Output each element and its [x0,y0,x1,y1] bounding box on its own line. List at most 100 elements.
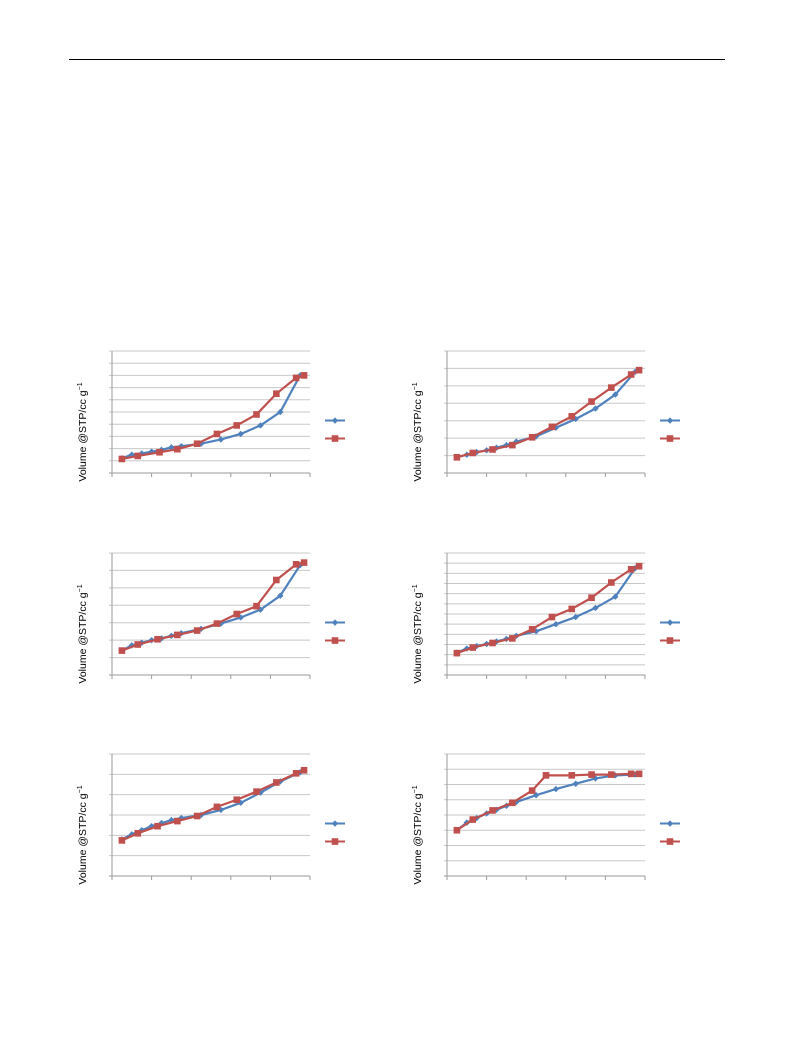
data-point [118,647,126,654]
data-point [213,620,221,627]
legend-key-marker [666,619,674,626]
isotherm-chart-4: Volume @STP/cc g−1 [412,552,680,684]
data-point [300,372,308,379]
data-point [118,455,126,463]
data-point [292,374,300,382]
legend-key-marker [331,820,339,827]
data-point [257,422,264,429]
data-point [592,405,599,412]
data-point [489,807,496,814]
data-point [233,610,241,618]
data-point [469,816,477,823]
data-point [588,771,595,778]
data-point [174,445,181,453]
data-point [273,779,280,786]
data-point [134,452,142,460]
series-line [456,772,640,832]
data-point [217,436,225,443]
data-point [253,602,260,610]
isotherm-chart-1: Volume @STP/cc g−1 [77,350,345,482]
gridlines [109,552,310,676]
data-point [608,771,615,778]
y-axis-label-superscript: −1 [412,382,419,390]
data-point [528,787,536,794]
data-point [193,440,201,448]
series-line [456,773,636,832]
data-point [154,822,161,830]
data-point [528,433,536,441]
gridlines [109,753,310,877]
data-point [300,766,308,774]
data-point [608,384,615,391]
data-point [193,627,201,634]
header-rule [69,59,725,60]
data-point [148,448,155,455]
data-point [592,775,599,782]
series-2 [453,562,643,657]
y-axis-label: Volume @STP/cc g−1 [412,785,424,884]
y-axis-label-superscript: −1 [77,382,84,390]
isotherm-chart-2: Volume @STP/cc g−1 [412,350,680,482]
isotherm-chart-5: Volume @STP/cc g−1 [77,753,345,885]
data-point [542,772,550,779]
data-point [453,649,461,657]
series-2 [453,366,643,461]
gridlines [444,753,645,877]
data-point [627,371,635,378]
series-line [456,369,640,459]
legend [660,619,680,644]
data-point [277,408,284,416]
series-2 [453,770,643,834]
data-point [509,799,516,807]
data-point [592,604,599,612]
series-line [121,561,305,652]
data-point [572,780,579,787]
data-point [513,438,520,445]
legend [660,417,680,442]
series-1 [453,771,639,834]
data-point [612,593,619,600]
data-point [469,644,477,651]
data-point [253,788,260,795]
data-point [635,770,643,778]
y-axis-label: Volume @STP/cc g−1 [412,382,424,481]
legend-key-marker [666,637,674,644]
data-point [273,390,280,397]
data-point [548,423,556,431]
data-point [213,430,221,438]
data-point [532,628,540,635]
series-2 [118,372,308,463]
data-point [489,446,496,453]
data-point [213,803,221,811]
data-point [568,605,576,613]
data-point [253,411,260,418]
series-2 [118,559,308,654]
legend [325,619,345,644]
data-point [273,576,280,584]
data-point [568,413,576,420]
y-axis-label-superscript: −1 [77,584,84,592]
legend-key-marker [666,820,674,827]
gridlines [444,552,645,676]
data-point [552,620,560,628]
isotherm-chart-3: Volume @STP/cc g−1 [77,552,345,684]
data-point [168,444,175,451]
data-point [300,559,308,566]
data-point [489,639,496,647]
data-point [528,625,536,633]
data-point [453,454,461,461]
y-axis-label-superscript: −1 [77,785,84,793]
legend [325,820,345,845]
legend-key-marker [331,637,339,644]
data-point [608,579,615,586]
data-point [588,398,595,405]
y-axis-label: Volume @STP/cc g−1 [77,584,89,683]
series-2 [118,766,308,844]
y-axis-label-superscript: −1 [412,584,419,592]
data-point [193,812,201,820]
data-point [233,796,241,804]
data-point [134,830,142,837]
y-axis-label: Volume @STP/cc g−1 [412,584,424,683]
data-point [635,366,643,374]
isotherm-chart-6: Volume @STP/cc g−1 [412,753,680,885]
